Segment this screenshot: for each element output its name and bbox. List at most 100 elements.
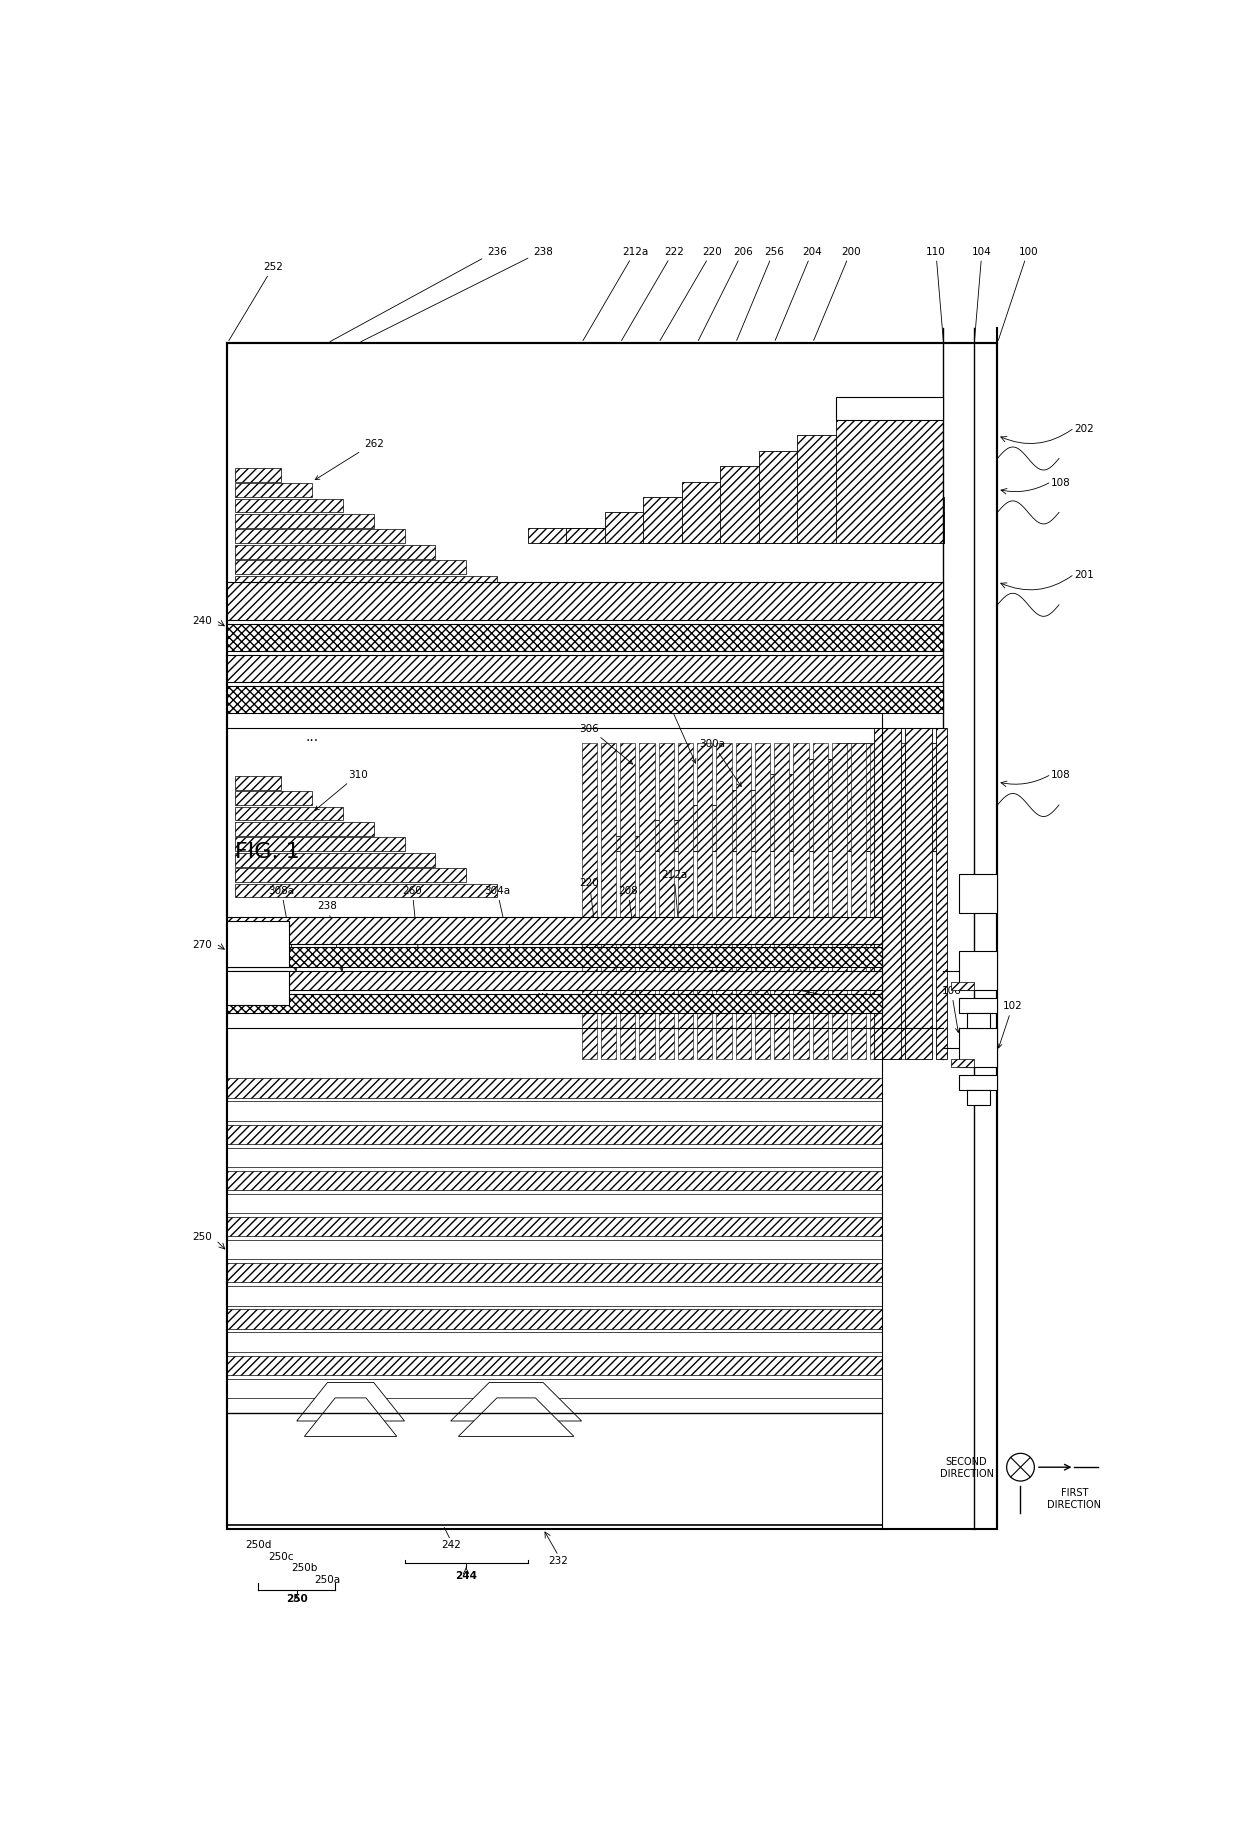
Text: 306: 306 <box>579 723 632 765</box>
Bar <box>620 745 635 1059</box>
Bar <box>720 467 944 544</box>
Text: 108: 108 <box>1052 771 1071 780</box>
Text: FIRST
DIRECTION: FIRST DIRECTION <box>1048 1488 1101 1510</box>
Text: 204: 204 <box>787 954 812 1002</box>
Bar <box>236 469 281 482</box>
Bar <box>227 1171 882 1190</box>
Bar <box>227 1079 882 1098</box>
Text: 102: 102 <box>998 1000 1023 1048</box>
Bar <box>528 528 944 544</box>
Text: 110: 110 <box>926 246 946 340</box>
Polygon shape <box>304 1398 397 1436</box>
Bar <box>951 982 975 989</box>
Bar <box>227 1239 882 1260</box>
Bar <box>759 452 944 544</box>
Bar <box>936 728 947 1059</box>
Text: 272: 272 <box>265 666 285 677</box>
Bar <box>836 421 944 544</box>
Bar <box>640 745 655 1059</box>
Text: 250b: 250b <box>291 1563 317 1572</box>
Bar <box>236 853 435 868</box>
Polygon shape <box>459 1398 574 1436</box>
Bar <box>755 745 770 1059</box>
Text: ...: ... <box>537 984 549 997</box>
Bar <box>759 774 944 851</box>
Bar <box>236 576 497 590</box>
Text: 230: 230 <box>379 623 399 634</box>
Bar <box>774 745 790 1059</box>
Bar <box>227 918 882 943</box>
Text: 250d: 250d <box>246 1539 272 1548</box>
Text: 232: 232 <box>548 1554 568 1565</box>
Bar <box>605 837 944 851</box>
Text: 236: 236 <box>330 246 507 342</box>
Bar <box>227 1355 882 1376</box>
Bar <box>959 1028 997 1067</box>
Text: 208: 208 <box>618 885 637 940</box>
Text: 206: 206 <box>698 246 753 342</box>
Text: 302: 302 <box>656 693 696 763</box>
Bar <box>227 995 882 1013</box>
Bar <box>967 1091 990 1105</box>
Text: 202: 202 <box>1074 423 1094 434</box>
Bar <box>832 745 847 1059</box>
Bar <box>227 1148 882 1168</box>
Text: 262: 262 <box>315 440 383 480</box>
Text: 300a: 300a <box>699 739 742 787</box>
Bar <box>227 1379 882 1398</box>
Bar <box>227 971 882 989</box>
Bar <box>227 1102 882 1122</box>
Text: 201: 201 <box>1074 570 1094 579</box>
Bar <box>967 1013 990 1028</box>
Text: 222: 222 <box>621 246 684 342</box>
Text: SECOND
DIRECTION: SECOND DIRECTION <box>940 1456 993 1479</box>
Bar <box>227 625 944 651</box>
Text: 240: 240 <box>192 616 212 625</box>
Bar <box>236 546 435 559</box>
Bar <box>682 805 944 851</box>
Bar <box>951 1059 975 1067</box>
Bar <box>644 498 944 544</box>
Bar <box>227 1263 882 1284</box>
Bar <box>682 482 944 544</box>
Bar <box>905 728 932 1059</box>
Text: 250c: 250c <box>269 1550 294 1561</box>
Bar <box>227 1125 882 1144</box>
Polygon shape <box>450 1383 582 1422</box>
Bar <box>959 875 997 914</box>
Bar <box>567 528 944 544</box>
Text: 304a: 304a <box>484 885 512 956</box>
Bar <box>236 793 312 805</box>
Bar <box>678 745 693 1059</box>
Bar <box>870 745 885 1059</box>
Bar <box>836 397 944 421</box>
Bar <box>959 953 997 989</box>
Text: 200: 200 <box>813 246 861 342</box>
Text: 104: 104 <box>972 246 992 340</box>
Text: 254: 254 <box>742 954 773 1002</box>
Bar <box>797 436 944 544</box>
Text: 212a: 212a <box>583 246 649 342</box>
Text: 242: 242 <box>440 1539 460 1548</box>
Bar <box>889 745 905 1059</box>
Polygon shape <box>296 1383 404 1422</box>
Bar <box>236 776 281 791</box>
Text: 260: 260 <box>402 885 422 964</box>
Text: 308a: 308a <box>268 885 298 971</box>
Bar <box>236 498 343 513</box>
Bar <box>236 822 373 837</box>
Bar <box>227 921 289 967</box>
Text: 250a: 250a <box>315 1574 341 1583</box>
Text: 106: 106 <box>941 986 961 1034</box>
Text: 256: 256 <box>737 246 784 342</box>
Text: 238: 238 <box>361 246 553 342</box>
Bar <box>236 839 404 851</box>
Bar <box>236 807 343 820</box>
Bar <box>697 745 713 1059</box>
Text: 204: 204 <box>775 246 822 342</box>
Bar <box>236 868 466 883</box>
Bar <box>605 513 944 544</box>
Bar <box>227 583 944 622</box>
Text: 250: 250 <box>286 1593 308 1604</box>
Bar <box>959 999 997 1013</box>
